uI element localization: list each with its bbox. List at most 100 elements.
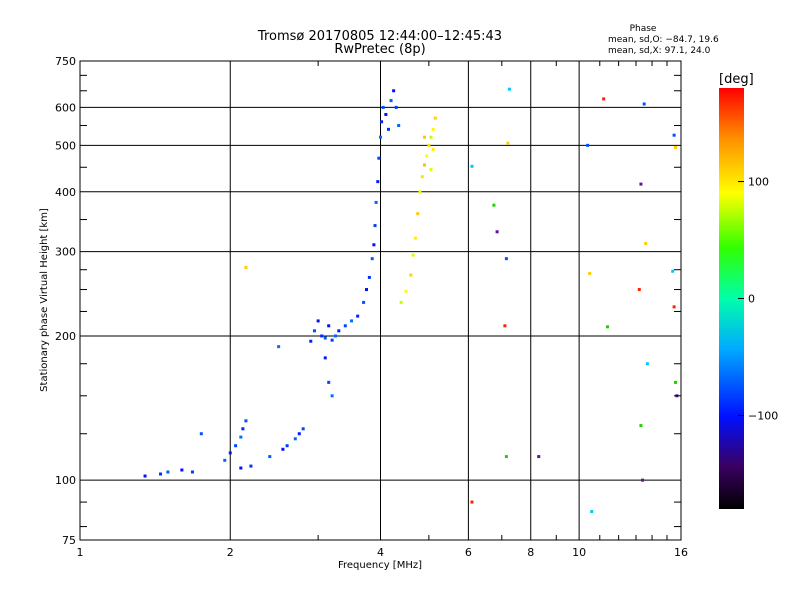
data-point <box>672 133 676 137</box>
data-point <box>639 424 643 428</box>
data-point <box>333 334 337 338</box>
y-tick-label: 200 <box>55 330 76 343</box>
data-point <box>330 338 334 342</box>
data-point <box>427 143 431 147</box>
y-tick-label: 75 <box>62 534 76 547</box>
data-point <box>389 99 393 103</box>
data-point <box>327 380 331 384</box>
data-point <box>422 135 426 139</box>
data-point <box>504 257 508 261</box>
data-point <box>277 345 281 349</box>
data-point <box>223 458 227 462</box>
data-point <box>674 145 678 149</box>
data-point <box>330 394 334 398</box>
y-tick-label: 400 <box>55 186 76 199</box>
data-point <box>234 444 238 448</box>
data-point <box>492 203 496 207</box>
chart-subtitle: RwPretec (8p) <box>334 42 425 57</box>
data-point <box>397 124 401 128</box>
grid-lines <box>80 61 681 540</box>
x-axis-ticks: 1 2 4 6 8 10 16 <box>77 61 688 559</box>
data-point <box>429 135 433 139</box>
data-point <box>166 470 170 474</box>
data-point <box>639 182 643 186</box>
data-point <box>244 265 248 269</box>
data-point <box>143 474 147 478</box>
data-point <box>537 455 541 459</box>
data-point <box>239 435 243 439</box>
data-point <box>316 319 320 323</box>
data-point <box>470 164 474 168</box>
data-point <box>367 275 371 279</box>
data-point <box>190 470 194 474</box>
data-point <box>411 253 415 257</box>
data-point <box>420 175 424 179</box>
plot-area: 1 2 4 6 8 10 16 75 100 200 300 400 500 600 750 <box>55 55 688 559</box>
data-point <box>671 269 675 273</box>
data-point <box>394 105 398 109</box>
x-tick-label: 2 <box>227 546 234 559</box>
data-point <box>241 427 245 431</box>
y-tick-label: 300 <box>55 246 76 259</box>
data-point <box>379 135 382 139</box>
x-tick-label: 1 <box>77 546 84 559</box>
phase-stats-x: mean, sd,X: 97.1, 24.0 <box>608 46 711 56</box>
phase-stats-o: mean, sd,O: −84.7, 19.6 <box>608 35 719 45</box>
data-point <box>373 224 377 228</box>
data-point <box>431 148 435 152</box>
data-point <box>323 336 327 340</box>
data-point <box>416 212 420 216</box>
data-point <box>645 362 649 366</box>
data-point <box>413 236 417 240</box>
colorbar-tick-label: 0 <box>748 293 755 306</box>
y-tick-label: 600 <box>55 101 76 114</box>
data-point <box>159 472 163 476</box>
colorbar-tick-label: −100 <box>748 409 778 422</box>
data-points <box>143 87 679 514</box>
data-point <box>244 419 248 423</box>
data-point <box>637 288 641 292</box>
data-point <box>641 478 645 482</box>
x-tick-label: 4 <box>377 546 384 559</box>
data-point <box>433 116 437 120</box>
data-point <box>268 455 272 459</box>
data-point <box>606 325 610 329</box>
data-point <box>376 180 380 184</box>
chart-title: Tromsø 20170805 12:44:00–12:45:43 <box>257 29 502 44</box>
data-point <box>381 105 385 109</box>
data-point <box>312 329 316 333</box>
data-point <box>372 243 376 247</box>
data-point <box>507 87 511 91</box>
colorbar: [deg] 100 0 −100 <box>719 72 778 509</box>
x-tick-label: 8 <box>527 546 534 559</box>
y-tick-label: 500 <box>55 139 76 152</box>
x-tick-label: 6 <box>465 546 472 559</box>
y-axis-ticks: 75 100 200 300 400 500 600 750 <box>55 55 681 547</box>
data-point <box>425 154 429 158</box>
data-point <box>644 241 648 245</box>
data-point <box>281 447 285 451</box>
data-point <box>337 329 341 333</box>
data-point <box>380 120 384 124</box>
phase-stats-header: Phase <box>630 24 657 34</box>
data-point <box>590 510 594 514</box>
data-point <box>285 444 289 448</box>
data-point <box>674 380 678 384</box>
data-point <box>343 324 347 328</box>
data-point <box>470 500 474 504</box>
data-point <box>399 300 403 304</box>
data-point <box>384 112 388 116</box>
data-point <box>672 305 676 309</box>
data-point <box>409 273 413 277</box>
data-point <box>431 127 435 131</box>
data-point <box>239 466 243 470</box>
colorbar-tick-label: 100 <box>748 176 769 189</box>
y-tick-label: 100 <box>55 474 76 487</box>
data-point <box>301 427 305 431</box>
data-point <box>365 288 369 292</box>
data-point <box>370 257 374 261</box>
data-point <box>429 168 433 172</box>
data-point <box>362 300 366 304</box>
data-point <box>377 156 381 160</box>
